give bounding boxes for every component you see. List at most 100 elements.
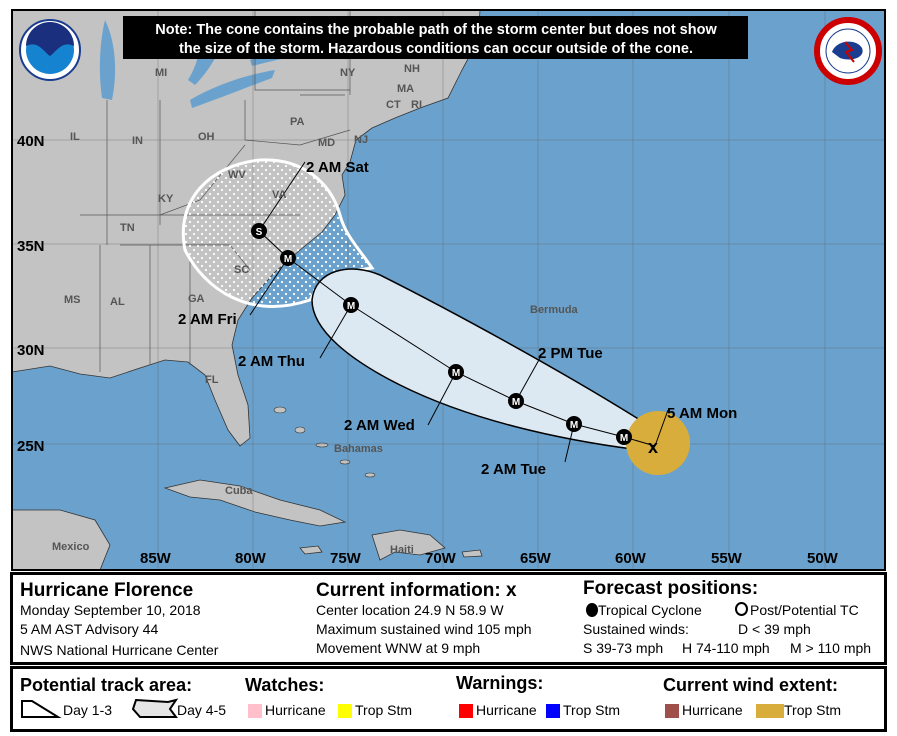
place-label-bahamas: Bahamas <box>334 443 383 455</box>
watches-title: Watches: <box>245 675 325 695</box>
track-area-title: Potential track area: <box>20 675 193 695</box>
place-label-bermuda: Bermuda <box>530 304 579 316</box>
state-label: GA <box>188 293 205 305</box>
hurricane-wind-swatch <box>665 704 679 718</box>
s-range: S 39-73 mph <box>583 640 664 656</box>
state-labels: MI NY NH MA CT RI PA NJ IL IN OH WV VA K… <box>52 63 579 556</box>
day-4-5-label: Day 4-5 <box>177 702 227 718</box>
state-label: NJ <box>354 134 368 146</box>
trop-stm-wind-label: Trop Stm <box>784 702 842 718</box>
forecast-point-marker: M <box>448 364 464 380</box>
lon-tick: 75W <box>330 550 362 567</box>
state-label: RI <box>411 99 422 111</box>
lat-tick: 40N <box>17 133 45 150</box>
day-1-3-cone-icon <box>21 700 62 718</box>
sustained-winds-label: Sustained winds: <box>583 621 689 637</box>
storm-name: Hurricane Florence <box>20 580 194 601</box>
lake-erie <box>190 70 275 108</box>
jamaica <box>299 545 323 555</box>
lon-tick: 50W <box>807 550 839 567</box>
label-2am-wed: 2 AM Wed <box>344 417 415 434</box>
post-potential-key: Post/Potential TC <box>735 602 859 618</box>
filled-circle-icon <box>586 603 598 617</box>
forecast-point-marker: M <box>343 297 359 313</box>
forecast-point-intensity: M <box>347 301 355 312</box>
state-label: VA <box>272 189 287 201</box>
forecast-point-marker: M <box>280 250 296 266</box>
forecast-point-intensity: M <box>284 254 292 265</box>
trop-stm-watch-swatch <box>338 704 352 718</box>
forecast-point-intensity: M <box>512 397 520 408</box>
forecast-point-marker: M <box>616 429 632 445</box>
d-range: D < 39 mph <box>738 621 811 637</box>
trop-stm-warning-label: Trop Stm <box>563 702 621 718</box>
forecast-point-intensity: M <box>570 420 578 431</box>
forecast-point-circle <box>448 364 464 380</box>
hurricane-wind-label: Hurricane <box>682 702 743 718</box>
tropical-cyclone-text: Tropical Cyclone <box>598 602 702 618</box>
lat-tick: 25N <box>17 438 45 455</box>
forecast-point-circle <box>251 223 267 239</box>
state-label: MI <box>155 67 167 79</box>
open-circle-icon <box>735 602 748 616</box>
max-wind: Maximum sustained wind 105 mph <box>316 621 532 637</box>
place-label-mexico: Mexico <box>52 541 90 553</box>
label-2am-thu: 2 AM Thu <box>238 353 305 370</box>
note-line-2: the size of the storm. Hazardous conditi… <box>179 41 693 57</box>
issuing-center: NWS National Hurricane Center <box>20 642 219 658</box>
current-info-title-text: Current information: <box>316 580 501 601</box>
forecast-point-intensity: M <box>452 368 460 379</box>
state-label: AL <box>110 296 125 308</box>
day-1-3-label: Day 1-3 <box>63 702 113 718</box>
warnings-title: Warnings: <box>456 673 544 693</box>
label-2am-tue: 2 AM Tue <box>481 461 546 478</box>
noaa-logo <box>19 19 81 81</box>
hurricane-warning-label: Hurricane <box>476 702 537 718</box>
cone-day-4-5 <box>181 158 375 308</box>
mexico <box>12 509 111 570</box>
forecast-point-circle <box>508 393 524 409</box>
state-label: MA <box>397 83 414 95</box>
legend-panel: Potential track area: Day 1-3 Day 4-5 Wa… <box>10 666 887 732</box>
movement: Movement WNW at 9 mph <box>316 640 481 656</box>
info-panel: Hurricane Florence Monday September 10, … <box>10 572 887 665</box>
puerto-rico <box>461 549 483 558</box>
hurricane-watch-swatch <box>248 704 262 718</box>
center-location: Center location 24.9 N 58.9 W <box>316 602 504 618</box>
state-label: MD <box>318 137 335 149</box>
tropical-storm-wind-extent <box>626 411 690 475</box>
state-label: IN <box>132 135 143 147</box>
day-4-5-cone-icon <box>131 698 179 718</box>
place-label-cuba: Cuba <box>225 485 253 497</box>
wind-extent-title: Current wind extent: <box>663 675 839 695</box>
forecast-title: Forecast positions: <box>583 578 759 599</box>
forecast-track-line <box>258 230 656 447</box>
current-info-title: Current information: x <box>316 580 517 602</box>
state-label: WV <box>228 169 246 181</box>
nws-logo <box>814 17 882 85</box>
hispaniola <box>371 529 446 561</box>
state-label: TN <box>120 222 135 234</box>
note-line-1: Note: The cone contains the probable pat… <box>155 22 717 38</box>
forecast-point-marker: M <box>508 393 524 409</box>
h-range: H 74-110 mph <box>682 640 770 656</box>
state-label: KY <box>158 193 174 205</box>
label-2am-sat: 2 AM Sat <box>306 159 369 176</box>
state-label: FL <box>205 374 219 386</box>
state-label: CT <box>386 99 401 111</box>
cuba <box>163 479 347 527</box>
label-2am-fri: 2 AM Fri <box>178 311 237 328</box>
forecast-point-circle <box>343 297 359 313</box>
lon-tick-labels: 85W 80W 75W 70W 65W 60W 55W 50W <box>140 550 839 567</box>
lon-tick: 70W <box>425 550 457 567</box>
state-label: SC <box>234 264 249 276</box>
forecast-point-circle <box>566 416 582 432</box>
lon-tick: 60W <box>615 550 647 567</box>
m-range: M > 110 mph <box>790 640 872 656</box>
forecast-point-intensity: S <box>256 227 263 238</box>
lon-tick: 55W <box>711 550 743 567</box>
note-box <box>123 16 748 59</box>
graticule <box>12 10 885 570</box>
lon-tick: 80W <box>235 550 267 567</box>
